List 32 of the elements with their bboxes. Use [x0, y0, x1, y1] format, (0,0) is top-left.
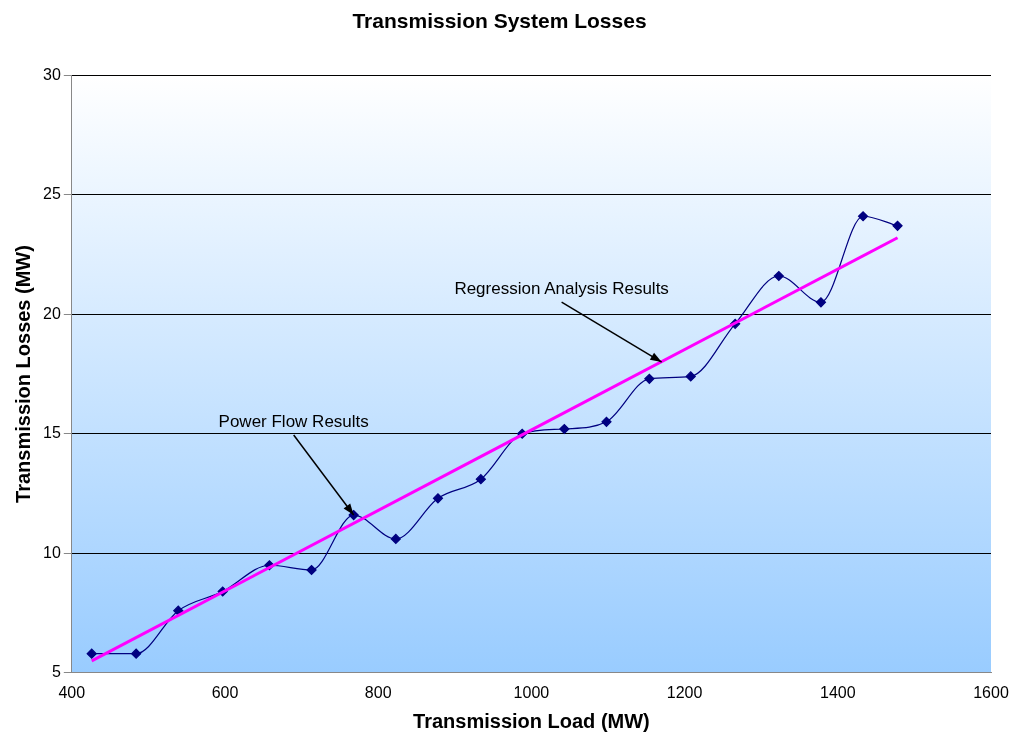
x-tick-label: 1400 — [820, 683, 856, 701]
point — [644, 373, 655, 384]
x-tick-label: 600 — [211, 683, 239, 701]
point — [432, 493, 444, 504]
x-tick-label: 400 — [58, 683, 86, 701]
y-tick-label: 10 — [43, 543, 61, 561]
point — [685, 371, 696, 382]
annotation: Power Flow Results — [218, 412, 369, 432]
y-tick-label: 30 — [43, 65, 61, 83]
point — [173, 605, 184, 616]
x-axis-title: Transmission Load (MW) — [413, 709, 650, 732]
point — [390, 533, 401, 545]
x-tick-label: 1600 — [973, 683, 1009, 701]
x-tick-label: 800 — [364, 683, 392, 701]
point — [601, 416, 612, 427]
y-tick-label: 5 — [51, 663, 61, 681]
y-tick-label: 20 — [43, 304, 61, 322]
point — [475, 474, 486, 485]
point — [131, 648, 142, 659]
point — [86, 648, 97, 659]
point — [815, 297, 827, 308]
chart-title: Transmission System Losses — [352, 9, 647, 33]
x-tick-label: 1000 — [513, 683, 550, 701]
x-tick-label: 1200 — [666, 683, 703, 701]
point — [559, 423, 570, 435]
point — [857, 211, 869, 222]
y-axis-title: Transmission Losses (MW) — [11, 245, 34, 503]
point — [773, 270, 784, 282]
y-tick-label: 25 — [43, 185, 61, 203]
annotation: Regression Analysis Results — [454, 279, 669, 299]
point — [892, 220, 903, 231]
y-tick-label: 15 — [43, 424, 61, 442]
